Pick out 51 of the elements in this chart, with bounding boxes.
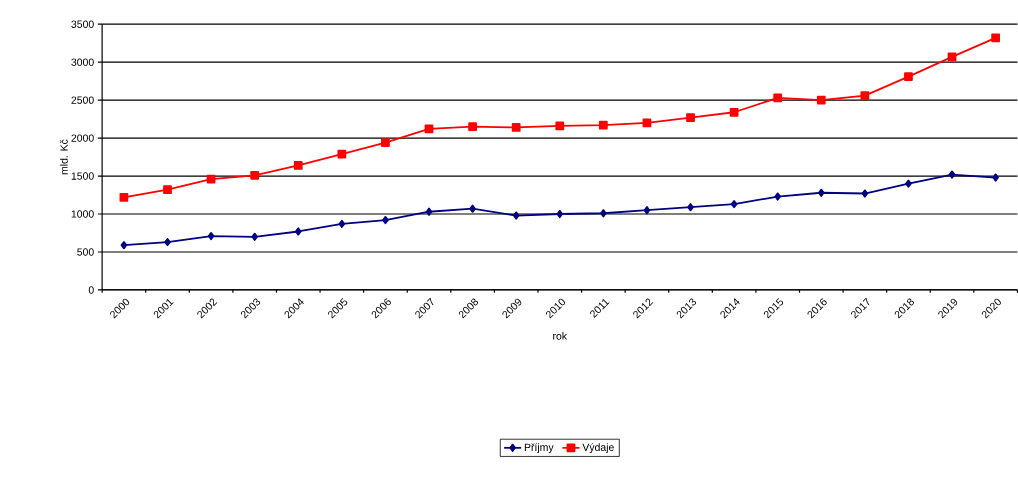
point: [687, 203, 694, 212]
y-tick-label: 3500: [71, 20, 94, 28]
point: [948, 170, 956, 179]
point: [293, 161, 303, 170]
y-tick-label: 1500: [71, 172, 94, 180]
point: [120, 241, 128, 250]
point: [251, 232, 258, 241]
point: [555, 121, 565, 131]
point: [512, 211, 520, 220]
point: [164, 238, 171, 247]
point: [119, 192, 129, 202]
point: [860, 91, 870, 100]
point: [382, 216, 389, 225]
point: [163, 185, 172, 195]
point: [904, 72, 913, 81]
y-tick-label: 3000: [71, 58, 94, 66]
point: [730, 200, 738, 209]
point: [511, 123, 521, 132]
y-tick-label: 500: [77, 248, 94, 256]
point: [992, 173, 999, 182]
x-axis-title: rok: [553, 332, 568, 340]
point: [250, 170, 260, 180]
point: [729, 107, 739, 117]
legend-label: Příjmy: [524, 443, 554, 454]
point: [294, 227, 302, 236]
point: [816, 95, 826, 105]
point: [905, 179, 912, 188]
point: [338, 219, 346, 228]
y-tick-label: 2000: [71, 134, 94, 142]
point: [337, 149, 347, 159]
point: [774, 192, 781, 201]
point: [207, 231, 215, 241]
y-tick-label: 0: [88, 286, 94, 294]
point: [947, 52, 957, 62]
point: [817, 188, 825, 197]
point: [381, 138, 390, 148]
point: [469, 204, 476, 213]
legend-label: Výdaje: [582, 443, 614, 454]
y-axis-title: mld. Kč: [60, 139, 68, 175]
point: [773, 93, 783, 103]
point: [425, 207, 433, 216]
point: [598, 120, 608, 130]
point: [991, 33, 1001, 43]
point: [861, 189, 869, 198]
y-tick-label: 1000: [71, 210, 94, 218]
point: [468, 122, 477, 132]
point: [556, 209, 564, 219]
point: [686, 113, 695, 122]
y-tick-label: 2500: [71, 96, 94, 104]
point: [643, 206, 651, 215]
point: [600, 209, 607, 218]
